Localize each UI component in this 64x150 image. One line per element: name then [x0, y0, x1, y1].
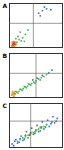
svg-text:B: B	[3, 52, 8, 59]
svg-text:C: C	[3, 102, 8, 109]
svg-text:A: A	[3, 2, 8, 9]
